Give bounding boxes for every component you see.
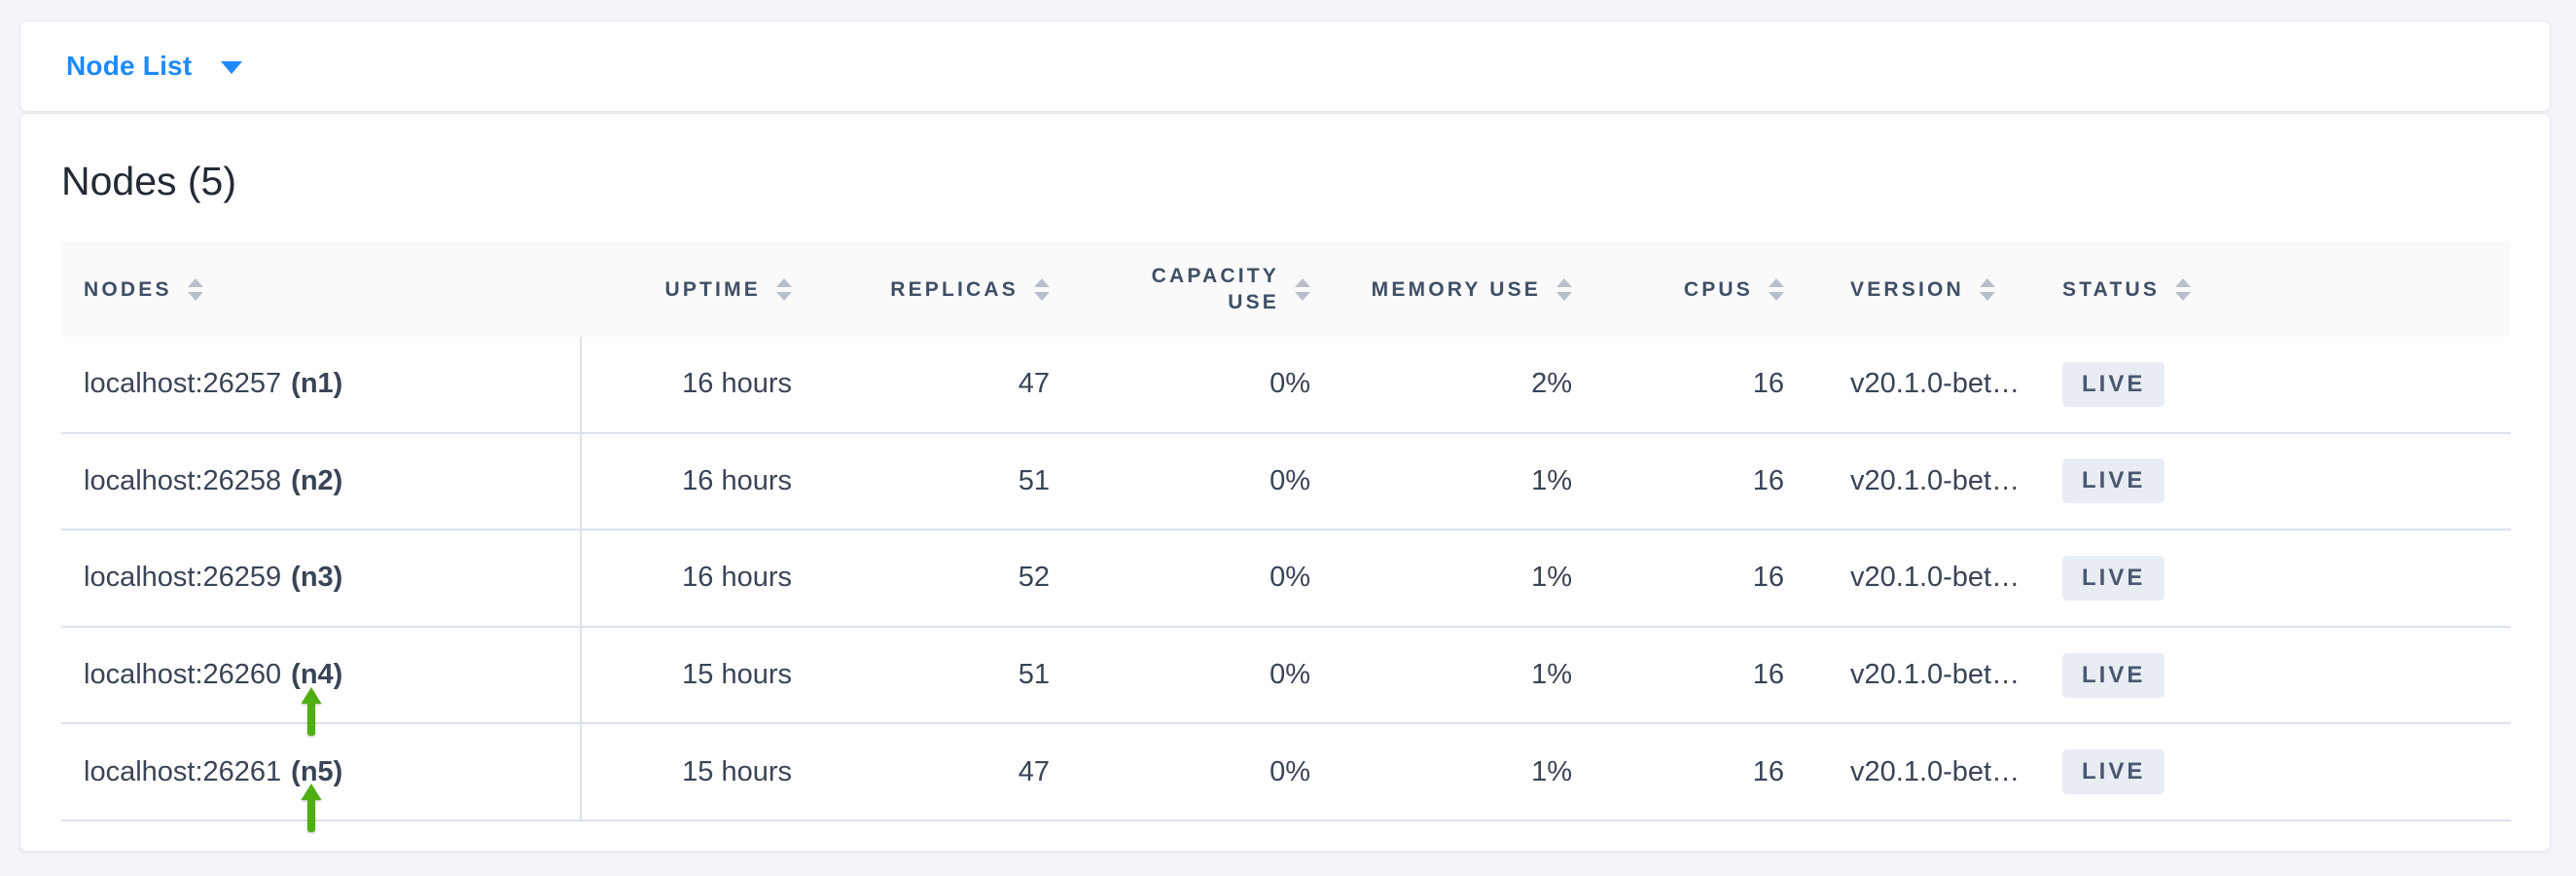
cpus-cell: 16 bbox=[1752, 368, 1784, 400]
status-badge: LIVE bbox=[2062, 749, 2165, 795]
version-cell: v20.1.0-bet… bbox=[1850, 562, 2021, 594]
replicas-cell: 47 bbox=[1018, 368, 1050, 400]
sort-icon bbox=[1034, 277, 1050, 301]
table-row[interactable]: localhost:26261 (n5) 15 hours 47 0% 1% 16 v20.1… bbox=[61, 724, 2511, 833]
column-header-label: CPUS bbox=[1683, 277, 1753, 301]
chevron-down-icon bbox=[221, 61, 243, 74]
sort-icon bbox=[1979, 277, 1995, 301]
column-header-memory_use[interactable]: MEMORY USE bbox=[1330, 241, 1592, 337]
node-list-dropdown[interactable]: Node List bbox=[66, 51, 243, 82]
green-arrow-icon bbox=[301, 784, 322, 833]
table-row[interactable]: localhost:26257 (n1) 16 hours 47 0% 2% 16 v20.1… bbox=[61, 337, 2511, 434]
memory_use-cell: 1% bbox=[1531, 464, 1572, 496]
uptime-cell: 15 hours bbox=[682, 755, 792, 787]
column-header-label: NODES bbox=[84, 277, 172, 301]
cpus-cell: 16 bbox=[1752, 562, 1784, 594]
node-id: (n1) bbox=[291, 368, 343, 400]
sort-icon bbox=[1769, 277, 1784, 301]
node-id: (n3) bbox=[291, 562, 343, 594]
node-address-cell: localhost:26257 (n1) bbox=[61, 337, 582, 432]
uptime-cell: 16 hours bbox=[682, 368, 792, 400]
status-cell: LIVE bbox=[2043, 724, 2511, 820]
sort-icon bbox=[1556, 277, 1572, 301]
capacity_use-cell: 0% bbox=[1270, 562, 1310, 594]
node-list-table: NODES UPTIME REPLICAS CAPACITY USE MEMORY US… bbox=[61, 241, 2511, 833]
capacity_use-cell: 0% bbox=[1270, 755, 1310, 787]
uptime-cell: 15 hours bbox=[682, 659, 792, 691]
node-address-cell: localhost:26258 (n2) bbox=[61, 433, 582, 529]
table-row[interactable]: localhost:26259 (n3) 16 hours 52 0% 1% 16 v20.1… bbox=[61, 530, 2511, 628]
table-row[interactable]: localhost:26258 (n2) 16 hours 51 0% 1% 16 v20.1… bbox=[61, 433, 2511, 531]
sort-icon bbox=[776, 277, 792, 301]
table-row[interactable]: localhost:26260 (n4) 15 hours 51 0% 1% 16 v20.1… bbox=[61, 627, 2511, 736]
column-header-replicas[interactable]: REPLICAS bbox=[811, 241, 1069, 337]
nodes-card: Nodes (5) NODES UPTIME REPLICAS CAPACITY US… bbox=[19, 113, 2551, 852]
uptime-cell: 16 hours bbox=[682, 464, 792, 496]
node-list-dropdown-label: Node List bbox=[66, 51, 193, 81]
column-header-node[interactable]: NODES bbox=[61, 241, 582, 337]
node-address: localhost:26261 bbox=[84, 755, 282, 787]
node-id: (n4) bbox=[291, 659, 343, 691]
status-cell: LIVE bbox=[2043, 434, 2511, 529]
column-header-capacity_use[interactable]: CAPACITY USE bbox=[1069, 241, 1330, 337]
node-address: localhost:26257 bbox=[84, 368, 282, 400]
status-badge: LIVE bbox=[2062, 458, 2165, 504]
table-header-row: NODES UPTIME REPLICAS CAPACITY USE MEMORY US… bbox=[61, 241, 2511, 337]
column-header-label: VERSION bbox=[1850, 277, 1964, 301]
column-header-status[interactable]: STATUS bbox=[2043, 241, 2511, 337]
status-cell: LIVE bbox=[2043, 530, 2511, 626]
page-title: Nodes (5) bbox=[61, 159, 237, 203]
capacity_use-cell: 0% bbox=[1270, 368, 1310, 400]
cpus-cell: 16 bbox=[1752, 464, 1784, 496]
version-cell: v20.1.0-bet… bbox=[1850, 368, 2021, 400]
memory_use-cell: 1% bbox=[1531, 562, 1572, 594]
node-address-cell: localhost:26260 (n4) bbox=[61, 627, 582, 736]
version-cell: v20.1.0-bet… bbox=[1850, 659, 2021, 691]
column-header-label: MEMORY USE bbox=[1371, 277, 1541, 301]
cpus-cell: 16 bbox=[1752, 659, 1784, 691]
column-header-label: STATUS bbox=[2062, 277, 2161, 301]
column-header-cpus[interactable]: CPUS bbox=[1592, 241, 1804, 337]
cpus-cell: 16 bbox=[1752, 755, 1784, 787]
sort-icon bbox=[1295, 277, 1310, 301]
version-cell: v20.1.0-bet… bbox=[1850, 755, 2021, 787]
sort-icon bbox=[187, 277, 203, 301]
capacity_use-cell: 0% bbox=[1270, 659, 1310, 691]
column-header-label: CAPACITY USE bbox=[1151, 265, 1279, 313]
column-header-label: UPTIME bbox=[664, 277, 761, 301]
replicas-cell: 52 bbox=[1018, 562, 1050, 594]
replicas-cell: 51 bbox=[1018, 659, 1050, 691]
status-cell: LIVE bbox=[2043, 628, 2511, 723]
status-cell: LIVE bbox=[2043, 337, 2511, 432]
column-header-version[interactable]: VERSION bbox=[1804, 241, 2043, 337]
memory_use-cell: 2% bbox=[1531, 368, 1572, 400]
status-badge: LIVE bbox=[2062, 652, 2165, 698]
table-body: localhost:26257 (n1) 16 hours 47 0% 2% 16 v20.1… bbox=[61, 337, 2511, 833]
top-navigation-bar: Node List bbox=[19, 20, 2551, 112]
node-address: localhost:26259 bbox=[84, 562, 282, 594]
capacity_use-cell: 0% bbox=[1270, 464, 1310, 496]
column-header-label: REPLICAS bbox=[890, 277, 1019, 301]
uptime-cell: 16 hours bbox=[682, 562, 792, 594]
version-cell: v20.1.0-bet… bbox=[1850, 464, 2021, 496]
node-address-cell: localhost:26261 (n5) bbox=[61, 724, 582, 833]
node-id: (n5) bbox=[291, 755, 343, 787]
replicas-cell: 51 bbox=[1018, 464, 1050, 496]
column-header-uptime[interactable]: UPTIME bbox=[582, 241, 811, 337]
node-address: localhost:26260 bbox=[84, 659, 282, 691]
node-address-cell: localhost:26259 (n3) bbox=[61, 530, 582, 626]
memory_use-cell: 1% bbox=[1531, 659, 1572, 691]
status-badge: LIVE bbox=[2062, 361, 2165, 407]
status-badge: LIVE bbox=[2062, 555, 2165, 601]
replicas-cell: 47 bbox=[1018, 755, 1050, 787]
memory_use-cell: 1% bbox=[1531, 755, 1572, 787]
node-address: localhost:26258 bbox=[84, 464, 282, 496]
sort-icon bbox=[2175, 277, 2192, 301]
node-id: (n2) bbox=[291, 464, 343, 496]
